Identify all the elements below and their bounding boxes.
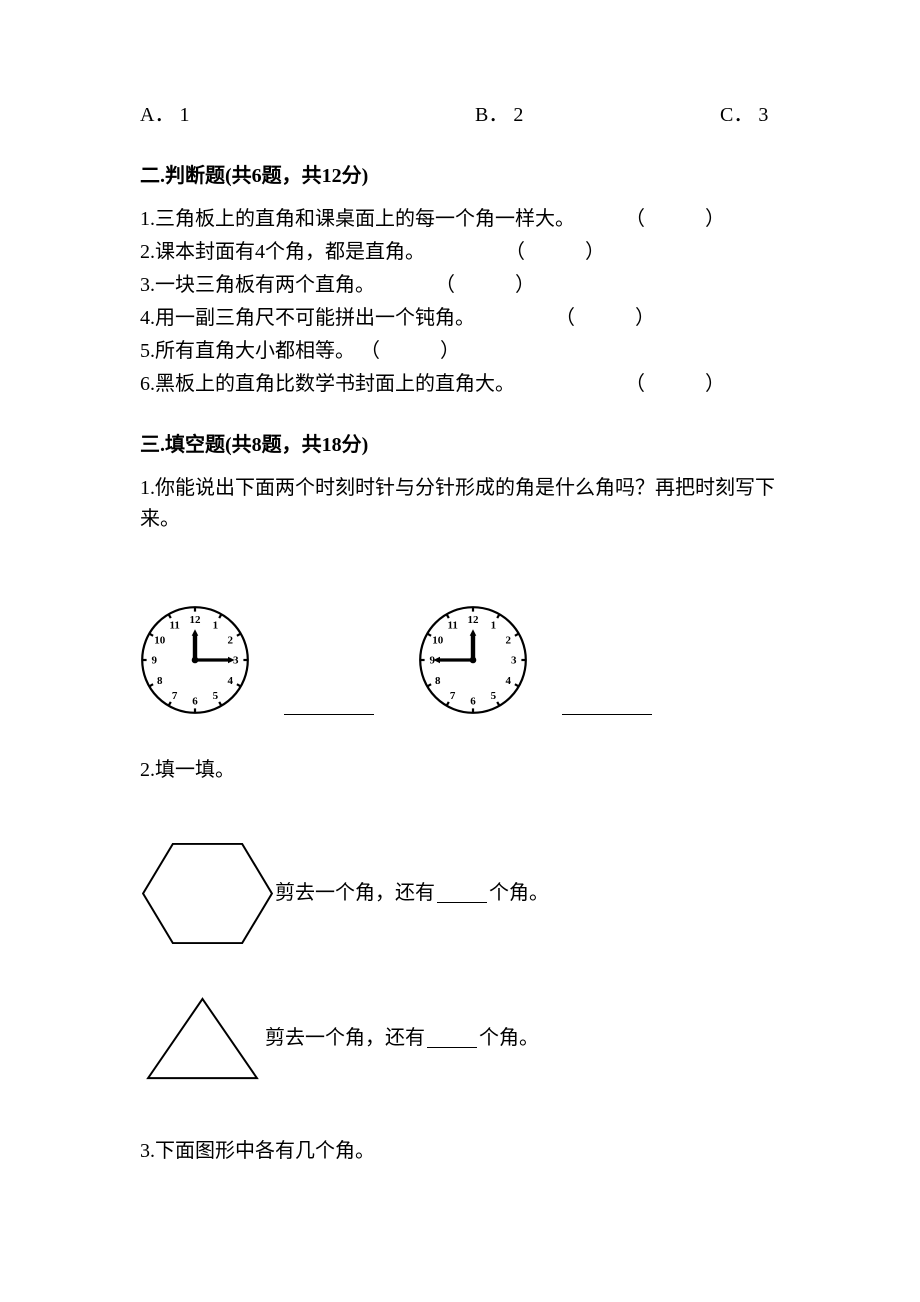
- svg-text:7: 7: [172, 690, 178, 702]
- paren-open: （: [625, 204, 645, 235]
- svg-text:9: 9: [430, 655, 436, 667]
- judge-text-1: 三角板上的直角和课桌面上的每一个角一样大。: [155, 208, 575, 230]
- judge-item-1: 1.三角板上的直角和课桌面上的每一个角一样大。 （ ）: [140, 204, 790, 235]
- paren-close: ）: [585, 237, 605, 268]
- option-b-prefix: B．: [475, 104, 508, 126]
- judge-text-2: 课本封面有4个角，都是直角。: [155, 241, 425, 263]
- judge-text-6: 黑板上的直角比数学书封面上的直角大。: [155, 373, 515, 395]
- paren-open: （: [555, 303, 575, 334]
- hexagon-row: 剪去一个角，还有 个角。: [140, 836, 790, 951]
- svg-text:6: 6: [192, 695, 198, 707]
- section3-heading: 三.填空题(共8题，共18分): [140, 430, 790, 461]
- fill-q2: 2.填一填。: [140, 755, 790, 786]
- triangle-icon: [140, 991, 265, 1086]
- paren-close: ）: [705, 204, 725, 235]
- svg-text:12: 12: [190, 614, 202, 626]
- clock-1-icon: 121234567891011: [140, 605, 250, 715]
- svg-text:4: 4: [227, 675, 233, 687]
- svg-text:6: 6: [470, 695, 476, 707]
- fill-q1-text: 你能说出下面两个时刻时针与分针形成的角是什么角吗？再把时刻写下来。: [140, 477, 775, 530]
- paren-close: ）: [705, 369, 725, 400]
- option-c: C． 3: [720, 100, 768, 131]
- hexagon-answer-blank[interactable]: [437, 884, 487, 903]
- option-b-value: 2: [513, 104, 523, 126]
- hexagon-text-before: 剪去一个角，还有: [275, 878, 435, 909]
- judge-item-3: 3.一块三角板有两个直角。 （ ）: [140, 270, 790, 301]
- svg-text:5: 5: [491, 690, 497, 702]
- svg-text:1: 1: [491, 619, 497, 631]
- section2-heading: 二.判断题(共6题，共12分): [140, 161, 790, 192]
- fill-q1: 1.你能说出下面两个时刻时针与分针形成的角是什么角吗？再把时刻写下来。: [140, 473, 790, 535]
- clock-2-answer-blank[interactable]: [562, 696, 652, 715]
- option-a: A． 1: [140, 100, 470, 131]
- svg-text:10: 10: [432, 634, 444, 646]
- svg-text:8: 8: [157, 675, 163, 687]
- svg-text:12: 12: [468, 614, 480, 626]
- paren-open: （: [360, 336, 380, 367]
- judge-text-5: 所有直角大小都相等。: [155, 340, 355, 362]
- paren-close: ）: [635, 303, 655, 334]
- judge-item-4: 4.用一副三角尺不可能拼出一个钝角。 （ ）: [140, 303, 790, 334]
- clocks-row: 121234567891011 121234567891011: [140, 605, 790, 715]
- hexagon-text-after: 个角。: [489, 878, 549, 909]
- svg-text:8: 8: [435, 675, 441, 687]
- svg-text:2: 2: [505, 634, 511, 646]
- svg-text:10: 10: [154, 634, 166, 646]
- svg-text:11: 11: [169, 619, 179, 631]
- fill-q3: 3.下面图形中各有几个角。: [140, 1136, 790, 1167]
- judge-item-6: 6.黑板上的直角比数学书封面上的直角大。 （ ）: [140, 369, 790, 400]
- triangle-row: 剪去一个角，还有 个角。: [140, 991, 790, 1086]
- option-b: B． 2: [475, 100, 715, 131]
- paren-open: （: [505, 237, 525, 268]
- svg-text:7: 7: [450, 690, 456, 702]
- triangle-text-before: 剪去一个角，还有: [265, 1023, 425, 1054]
- triangle-text-after: 个角。: [479, 1023, 539, 1054]
- fill-q2-title: 填一填。: [155, 759, 235, 781]
- option-c-prefix: C．: [720, 104, 753, 126]
- triangle-answer-blank[interactable]: [427, 1029, 477, 1048]
- clock-1-answer-blank[interactable]: [284, 696, 374, 715]
- svg-text:2: 2: [227, 634, 233, 646]
- svg-text:5: 5: [213, 690, 219, 702]
- judge-item-2: 2.课本封面有4个角，都是直角。 （ ）: [140, 237, 790, 268]
- clock-1-item: 121234567891011: [140, 605, 378, 715]
- fill-q3-text: 下面图形中各有几个角。: [155, 1140, 375, 1162]
- svg-text:3: 3: [511, 655, 517, 667]
- option-a-value: 1: [179, 104, 189, 126]
- mc-options-row: A． 1 B． 2 C． 3: [140, 100, 790, 131]
- judge-text-3: 一块三角板有两个直角。: [155, 274, 375, 296]
- paren-open: （: [435, 270, 455, 301]
- paren-open: （: [625, 369, 645, 400]
- judge-item-5: 5.所有直角大小都相等。 （ ）: [140, 336, 790, 367]
- judge-text-4: 用一副三角尺不可能拼出一个钝角。: [155, 307, 475, 329]
- svg-text:1: 1: [213, 619, 219, 631]
- hexagon-icon: [140, 836, 275, 951]
- paren-close: ）: [515, 270, 535, 301]
- clock-2-icon: 121234567891011: [418, 605, 528, 715]
- clock-2-item: 121234567891011: [418, 605, 656, 715]
- paren-close: ）: [440, 336, 460, 367]
- svg-text:9: 9: [152, 655, 158, 667]
- svg-text:11: 11: [447, 619, 457, 631]
- option-c-value: 3: [758, 104, 768, 126]
- option-a-prefix: A．: [140, 104, 174, 126]
- svg-text:4: 4: [505, 675, 511, 687]
- svg-text:3: 3: [233, 655, 239, 667]
